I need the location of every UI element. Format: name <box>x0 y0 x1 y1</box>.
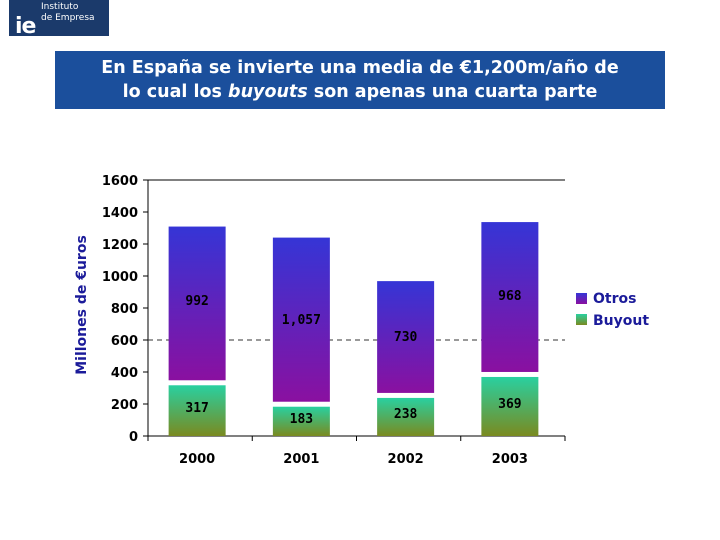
bar-otros-2003 <box>481 222 539 372</box>
y-tick-label: 1600 <box>102 174 138 189</box>
slide-title: En España se invierte una media de €1,20… <box>55 51 665 109</box>
title-line-2-em: buyouts <box>228 82 308 102</box>
y-tick-label: 800 <box>111 302 138 317</box>
bar-buyout-2000 <box>168 385 226 436</box>
y-tick-label: 1000 <box>102 270 138 285</box>
logo-line-2: de Empresa <box>41 13 95 23</box>
x-tick-label: 2003 <box>492 452 528 467</box>
logo-line-1: Instituto <box>41 2 79 12</box>
bar-otros-2001 <box>272 237 330 402</box>
data-label-buyout: 317 <box>185 401 208 416</box>
bar-buyout-2001 <box>272 406 330 436</box>
data-label-otros: 992 <box>185 294 208 309</box>
data-label-otros: 730 <box>394 330 418 345</box>
title-line-2: lo cual los buyouts son apenas una cuart… <box>55 80 665 104</box>
y-tick-label: 600 <box>111 334 138 349</box>
y-tick-label: 200 <box>111 398 138 413</box>
bar-otros-2000 <box>168 226 226 381</box>
data-label-buyout: 369 <box>498 397 521 412</box>
y-tick-label: 1400 <box>102 206 138 221</box>
data-label-buyout: 238 <box>394 407 418 422</box>
legend-label-otros: Otros <box>593 291 636 307</box>
logo: ie Instituto de Empresa <box>9 0 109 39</box>
bar-buyout-2002 <box>377 397 435 436</box>
y-tick-label: 0 <box>129 430 138 445</box>
bar-otros-2002 <box>377 281 435 393</box>
y-tick-label: 1200 <box>102 238 138 253</box>
legend-swatch-otros <box>576 293 587 304</box>
data-label-otros: 1,057 <box>282 313 321 328</box>
x-tick-label: 2002 <box>388 452 424 467</box>
legend-swatch-buyout <box>576 314 587 325</box>
title-line-2-post: son apenas una cuarta parte <box>307 82 598 102</box>
y-axis-label: Millones de €uros <box>74 235 90 375</box>
data-label-buyout: 183 <box>290 412 313 427</box>
legend-label-buyout: Buyout <box>593 313 649 329</box>
title-line-2-pre: lo cual los <box>122 82 229 102</box>
x-tick-label: 2001 <box>283 452 319 467</box>
data-label-otros: 968 <box>498 289 522 304</box>
title-line-1: En España se invierte una media de €1,20… <box>101 58 619 78</box>
x-tick-label: 2000 <box>179 452 215 467</box>
y-tick-label: 400 <box>111 366 138 381</box>
logo-mark: ie <box>15 14 36 39</box>
bar-buyout-2003 <box>481 376 539 436</box>
